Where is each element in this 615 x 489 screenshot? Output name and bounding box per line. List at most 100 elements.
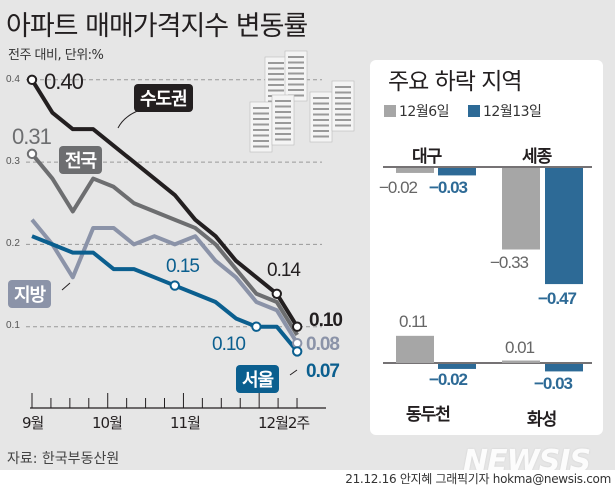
building-windows: [253, 118, 269, 120]
bar-세종-12월6일: [502, 168, 540, 250]
building-windows: [275, 122, 291, 124]
building-windows: [313, 119, 329, 121]
building-windows: [288, 94, 304, 97]
bar-화성-12월13일: [545, 364, 583, 372]
data-point-서울: [251, 321, 262, 332]
building-windows: [288, 78, 304, 80]
bar-label: −0.02: [429, 370, 468, 389]
data-point-수도권: [271, 288, 282, 299]
building-windows: [253, 107, 269, 109]
building-windows: [288, 67, 304, 69]
building-windows: [253, 129, 269, 131]
label-capital-start: 0.40: [44, 69, 84, 94]
y-tick-label: 0.1: [6, 320, 20, 331]
building-windows: [253, 123, 269, 126]
category-label: 세종: [522, 147, 552, 167]
building-windows: [335, 102, 351, 105]
category-label: 동두천: [406, 405, 451, 425]
data-point-전국: [26, 148, 38, 160]
building-windows: [253, 134, 269, 137]
x-tick-label: 11월: [170, 414, 201, 432]
bar-동두천-12월6일: [396, 335, 434, 363]
building-windows: [313, 124, 329, 127]
building-windows: [275, 105, 291, 108]
building-windows: [288, 83, 304, 86]
credit-line: 21.12.16 안지혜 그래픽기자 hokma@newsis.com: [345, 472, 611, 486]
bar-label: −0.47: [538, 289, 577, 308]
building-windows: [335, 124, 351, 127]
data-point-수도권: [292, 321, 303, 332]
legend-label: 12월13일: [483, 104, 542, 120]
footer-strip: [0, 470, 615, 489]
building-windows: [275, 133, 291, 135]
building-windows: [288, 72, 304, 75]
building-windows: [313, 102, 329, 105]
building-windows: [275, 111, 291, 113]
building-windows: [335, 113, 351, 116]
label-capital-prev: 0.14: [267, 260, 301, 281]
y-tick-label: 0.4: [6, 74, 20, 85]
bar-대구-12월13일: [438, 168, 476, 176]
building-windows: [275, 127, 291, 130]
building-windows: [335, 119, 351, 121]
arrow-icon: [289, 369, 298, 376]
building-windows: [268, 67, 284, 70]
building-windows: [313, 135, 329, 138]
arrow-icon: [61, 282, 71, 291]
label-seoul-mid: 0.15: [166, 256, 200, 277]
apartment-buildings-icon: [249, 50, 355, 153]
building-windows: [253, 112, 269, 115]
building-windows: [335, 91, 351, 94]
bar-label: −0.03: [429, 178, 468, 197]
bar-label: −0.02: [379, 178, 418, 197]
data-point-서울: [169, 280, 181, 291]
label-national-start: 0.31: [12, 124, 52, 149]
building-windows: [313, 113, 329, 116]
bar-label: 0.11: [399, 312, 428, 331]
x-tick-label: 10월: [92, 414, 123, 432]
series-line-지방: [30, 218, 299, 345]
legend-label: 12월6일: [399, 104, 449, 120]
building-windows: [313, 97, 329, 99]
building-windows: [335, 97, 351, 99]
building-windows: [253, 140, 269, 142]
legend-item-curr: 12월13일: [468, 101, 542, 121]
y-tick-label: 0.2: [6, 238, 20, 249]
legend-item-prev: 12월6일: [384, 101, 449, 121]
bar-chart-title: 주요 하락 지역: [388, 69, 523, 95]
legend-seoul: 서울: [236, 365, 280, 393]
legend-capital: 수도권: [134, 84, 193, 112]
building-windows: [335, 86, 351, 88]
bar-세종-12월13일: [545, 168, 583, 285]
data-point-수도권: [26, 74, 38, 86]
building-windows: [288, 56, 304, 58]
label-seoul-prev: 0.10: [212, 334, 246, 355]
building-windows: [268, 73, 284, 75]
legend-swatch: [384, 105, 396, 117]
building-windows: [288, 61, 304, 64]
chart-title: 아파트 매매가격지수 변동률: [6, 11, 308, 42]
category-label: 대구: [412, 147, 442, 167]
building-windows: [268, 89, 284, 92]
series-line-수도권: [30, 78, 299, 328]
building-windows: [335, 108, 351, 110]
building-windows: [268, 78, 284, 81]
bar-대구-12월6일: [396, 168, 434, 173]
chart-subtitle: 전주 대비, 단위:%: [8, 48, 104, 63]
building-windows: [275, 116, 291, 119]
label-seoul-end: 0.07: [306, 361, 340, 382]
bar-동두천-12월13일: [438, 364, 476, 369]
y-tick-label: 0.3: [6, 156, 20, 167]
x-tick-label: 9월: [22, 414, 44, 432]
series-line-전국: [30, 152, 299, 336]
label-provinces-end: 0.08: [306, 334, 340, 355]
data-point-서울: [292, 346, 303, 357]
bar-화성-12월6일: [502, 360, 540, 363]
legend-swatch: [468, 105, 480, 117]
building-windows: [313, 130, 329, 132]
building-windows: [253, 145, 269, 148]
x-tick-label: 12월2주: [258, 414, 310, 432]
building-windows: [268, 62, 284, 64]
